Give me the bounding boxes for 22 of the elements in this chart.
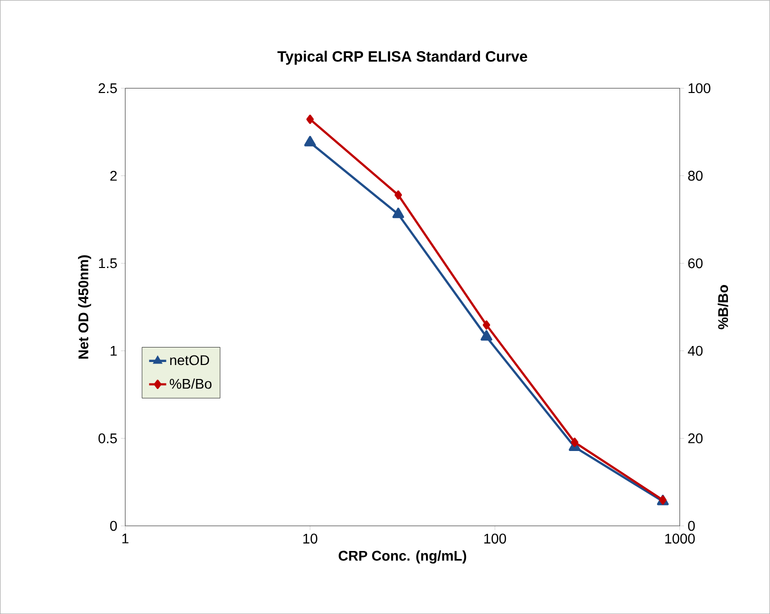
y-axis-title: Net OD (450nm)	[78, 255, 92, 359]
y2-axis-title: %B/Bo	[718, 285, 728, 330]
y-tick-label: 1.5	[99, 258, 117, 268]
y2-tick-label: 100	[688, 83, 710, 94]
y-tick-label: 0	[110, 520, 117, 531]
y-tick-label: 2	[110, 170, 117, 181]
x-axis-title: CRP Conc. (ng/mL)	[338, 550, 466, 564]
y-tick-label: 2.5	[98, 83, 117, 94]
x-tick-label: 100	[484, 534, 506, 544]
legend-label: %B/Bo	[170, 378, 212, 389]
x-tick-label: 10	[303, 534, 318, 544]
chart-title: Typical CRP ELISA Standard Curve	[277, 50, 528, 65]
legend-label: netOD	[170, 355, 210, 366]
x-tick-label: 1	[122, 534, 128, 544]
y2-tick-label: 0	[688, 520, 695, 531]
y2-tick-label: 40	[688, 346, 703, 356]
y-tick-label: 0.5	[98, 433, 117, 444]
y2-tick-label: 20	[688, 433, 703, 444]
y2-tick-label: 60	[688, 258, 703, 268]
x-tick-label: 1000	[665, 534, 695, 544]
y2-tick-label: 80	[688, 170, 703, 181]
y-tick-label: 1	[110, 346, 117, 356]
